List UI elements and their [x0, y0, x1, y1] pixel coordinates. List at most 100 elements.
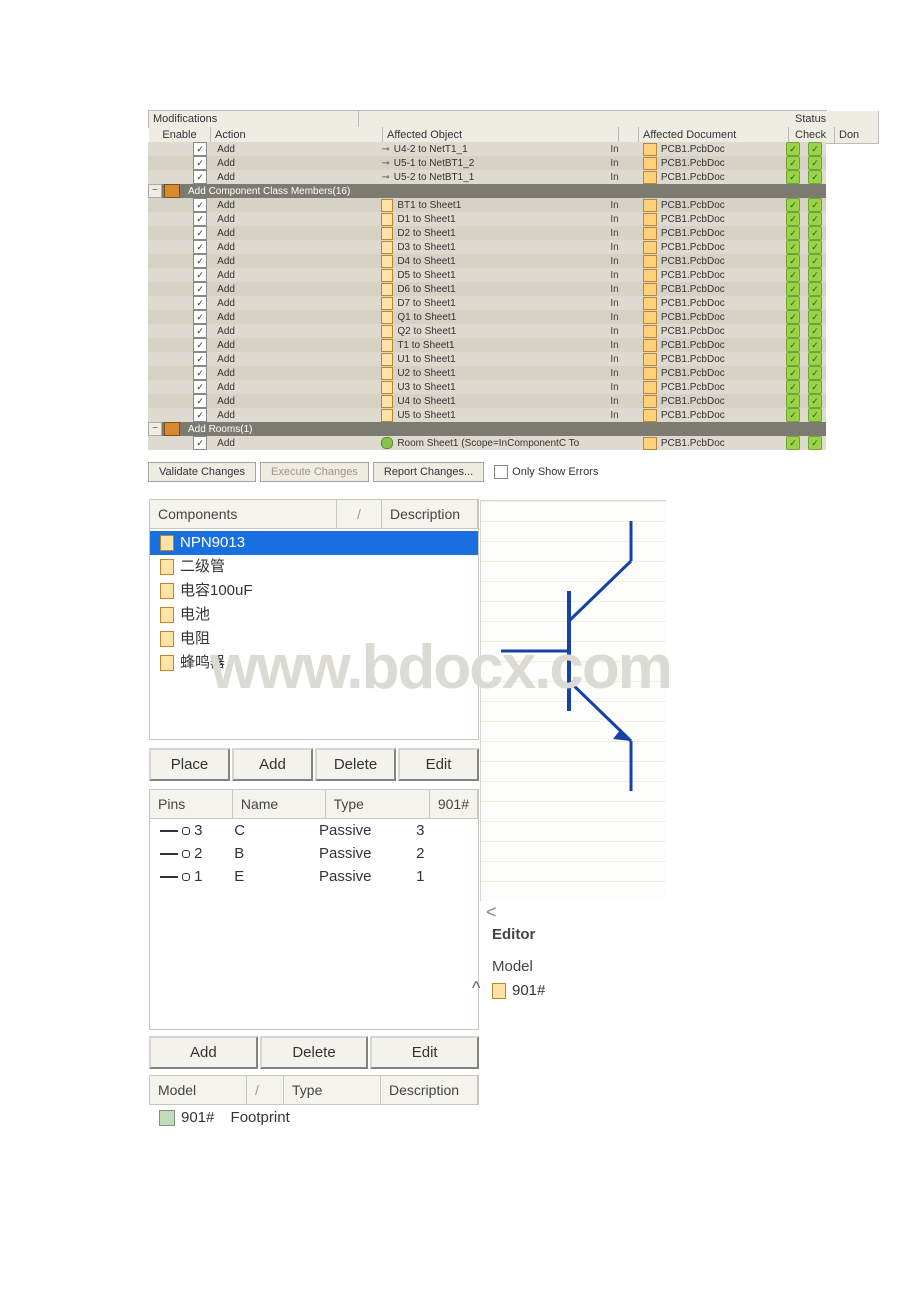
- eco-row[interactable]: ✓ Add D2 to Sheet1 In PCB1.PcbDoc ✓✓: [148, 226, 826, 240]
- col-pins[interactable]: Pins: [150, 790, 233, 818]
- done-icon: ✓: [808, 226, 822, 240]
- check-icon: ✓: [786, 366, 800, 380]
- col-model[interactable]: Model: [150, 1076, 247, 1104]
- eco-row[interactable]: ✓ Add U5 to Sheet1 In PCB1.PcbDoc ✓✓: [148, 408, 826, 422]
- model-item[interactable]: 901#: [492, 982, 545, 999]
- col-type[interactable]: Type: [326, 790, 430, 818]
- enable-checkbox[interactable]: ✓: [193, 338, 207, 352]
- enable-checkbox[interactable]: ✓: [193, 310, 207, 324]
- eco-row[interactable]: ✓ Add D4 to Sheet1 In PCB1.PcbDoc ✓✓: [148, 254, 826, 268]
- arrow-up-icon[interactable]: ^: [472, 978, 480, 999]
- check-icon: ✓: [786, 226, 800, 240]
- component-item[interactable]: 电池: [150, 603, 478, 627]
- pins-list[interactable]: ✕ 3CPassive3 2BPassive2 1EPassive1: [149, 819, 479, 1030]
- eco-row[interactable]: ✓ Add Room Sheet1 (Scope=InComponentC To…: [148, 436, 826, 450]
- component-icon: [492, 983, 506, 999]
- eco-row[interactable]: ✓ Add D5 to Sheet1 In PCB1.PcbDoc ✓✓: [148, 268, 826, 282]
- component-item[interactable]: 蜂鸣器: [150, 651, 478, 675]
- component-icon: [160, 559, 174, 575]
- eco-row[interactable]: ✓ Add Q1 to Sheet1 In PCB1.PcbDoc ✓✓: [148, 310, 826, 324]
- eco-row[interactable]: ✓ Add ⊸U5-1 to NetBT1_2 In PCB1.PcbDoc ✓…: [148, 156, 826, 170]
- enable-checkbox[interactable]: ✓: [193, 198, 207, 212]
- pins-edit-button[interactable]: Edit: [370, 1036, 479, 1069]
- enable-checkbox[interactable]: ✓: [193, 254, 207, 268]
- enable-checkbox[interactable]: ✓: [193, 268, 207, 282]
- col-mdesc[interactable]: Description: [381, 1076, 478, 1104]
- enable-checkbox[interactable]: ✓: [193, 212, 207, 226]
- col-num[interactable]: 901#: [430, 790, 478, 818]
- enable-checkbox[interactable]: ✓: [193, 282, 207, 296]
- add-button[interactable]: Add: [232, 748, 313, 781]
- edit-button[interactable]: Edit: [398, 748, 479, 781]
- done-icon: ✓: [808, 170, 822, 184]
- eco-row[interactable]: ✓ Add BT1 to Sheet1 In PCB1.PcbDoc ✓✓: [148, 198, 826, 212]
- validate-button[interactable]: Validate Changes: [148, 462, 256, 482]
- col-description[interactable]: Description: [382, 500, 478, 528]
- check-icon: ✓: [786, 282, 800, 296]
- hdr-done[interactable]: Don: [835, 127, 879, 144]
- check-icon: ✓: [786, 408, 800, 422]
- pcb-icon: [643, 437, 657, 450]
- enable-checkbox[interactable]: ✓: [193, 408, 207, 422]
- pcb-icon: [643, 227, 657, 240]
- folder-icon: [164, 422, 180, 436]
- col-components[interactable]: Components: [150, 500, 337, 528]
- place-button[interactable]: Place: [149, 748, 230, 781]
- col-sort-icon[interactable]: /: [337, 500, 382, 528]
- pin-row[interactable]: 1EPassive1: [150, 865, 478, 888]
- pcb-icon: [643, 409, 657, 422]
- model-row[interactable]: 901# Footprint: [149, 1105, 479, 1130]
- pins-add-button[interactable]: Add: [149, 1036, 258, 1069]
- component-item[interactable]: 电容100uF: [150, 579, 478, 603]
- eco-row[interactable]: ✓ Add D6 to Sheet1 In PCB1.PcbDoc ✓✓: [148, 282, 826, 296]
- eco-row[interactable]: ✓ Add Q2 to Sheet1 In PCB1.PcbDoc ✓✓: [148, 324, 826, 338]
- group-header[interactable]: −Add Component Class Members(16): [148, 184, 826, 198]
- enable-checkbox[interactable]: ✓: [193, 380, 207, 394]
- report-button[interactable]: Report Changes...: [373, 462, 484, 482]
- enable-checkbox[interactable]: ✓: [193, 226, 207, 240]
- pin-row[interactable]: 3CPassive3: [150, 819, 478, 842]
- component-item[interactable]: NPN9013: [150, 531, 478, 555]
- eco-grid: Modifications Enable Action Affected Obj…: [148, 110, 827, 128]
- done-icon: ✓: [808, 394, 822, 408]
- check-icon: ✓: [786, 212, 800, 226]
- component-item[interactable]: 二级管: [150, 555, 478, 579]
- enable-checkbox[interactable]: ✓: [193, 394, 207, 408]
- group-header[interactable]: −Add Rooms(1): [148, 422, 826, 436]
- scroll-left-icon[interactable]: <: [480, 900, 677, 925]
- enable-checkbox[interactable]: ✓: [193, 366, 207, 380]
- eco-row[interactable]: ✓ Add U2 to Sheet1 In PCB1.PcbDoc ✓✓: [148, 366, 826, 380]
- eco-row[interactable]: ✓ Add U3 to Sheet1 In PCB1.PcbDoc ✓✓: [148, 380, 826, 394]
- eco-row[interactable]: ✓ Add U4 to Sheet1 In PCB1.PcbDoc ✓✓: [148, 394, 826, 408]
- enable-checkbox[interactable]: ✓: [193, 170, 207, 184]
- only-errors-check[interactable]: Only Show Errors: [494, 465, 598, 479]
- col-name[interactable]: Name: [233, 790, 326, 818]
- component-item[interactable]: 电阻: [150, 627, 478, 651]
- enable-checkbox[interactable]: ✓: [193, 142, 207, 156]
- check-icon: ✓: [786, 170, 800, 184]
- enable-checkbox[interactable]: ✓: [193, 436, 207, 450]
- component-icon: [160, 655, 174, 671]
- component-list[interactable]: NPN9013二级管电容100uF电池电阻蜂鸣器: [149, 529, 479, 740]
- component-icon: [160, 535, 174, 551]
- col-mtype[interactable]: Type: [284, 1076, 381, 1104]
- done-icon: ✓: [808, 310, 822, 324]
- delete-button[interactable]: Delete: [315, 748, 396, 781]
- enable-checkbox[interactable]: ✓: [193, 156, 207, 170]
- pins-delete-button[interactable]: Delete: [260, 1036, 369, 1069]
- enable-checkbox[interactable]: ✓: [193, 324, 207, 338]
- eco-row[interactable]: ✓ Add D1 to Sheet1 In PCB1.PcbDoc ✓✓: [148, 212, 826, 226]
- eco-row[interactable]: ✓ Add T1 to Sheet1 In PCB1.PcbDoc ✓✓: [148, 338, 826, 352]
- eco-row[interactable]: ✓ Add ⊸U4-2 to NetT1_1 In PCB1.PcbDoc ✓✓: [148, 142, 826, 156]
- eco-row[interactable]: ✓ Add D7 to Sheet1 In PCB1.PcbDoc ✓✓: [148, 296, 826, 310]
- eco-row[interactable]: ✓ Add U1 to Sheet1 In PCB1.PcbDoc ✓✓: [148, 352, 826, 366]
- pcb-icon: [643, 213, 657, 226]
- eco-row[interactable]: ✓ Add ⊸U5-2 to NetBT1_1 In PCB1.PcbDoc ✓…: [148, 170, 826, 184]
- done-icon: ✓: [808, 240, 822, 254]
- pin-row[interactable]: 2BPassive2: [150, 842, 478, 865]
- enable-checkbox[interactable]: ✓: [193, 352, 207, 366]
- enable-checkbox[interactable]: ✓: [193, 240, 207, 254]
- enable-checkbox[interactable]: ✓: [193, 296, 207, 310]
- check-icon: ✓: [786, 268, 800, 282]
- eco-row[interactable]: ✓ Add D3 to Sheet1 In PCB1.PcbDoc ✓✓: [148, 240, 826, 254]
